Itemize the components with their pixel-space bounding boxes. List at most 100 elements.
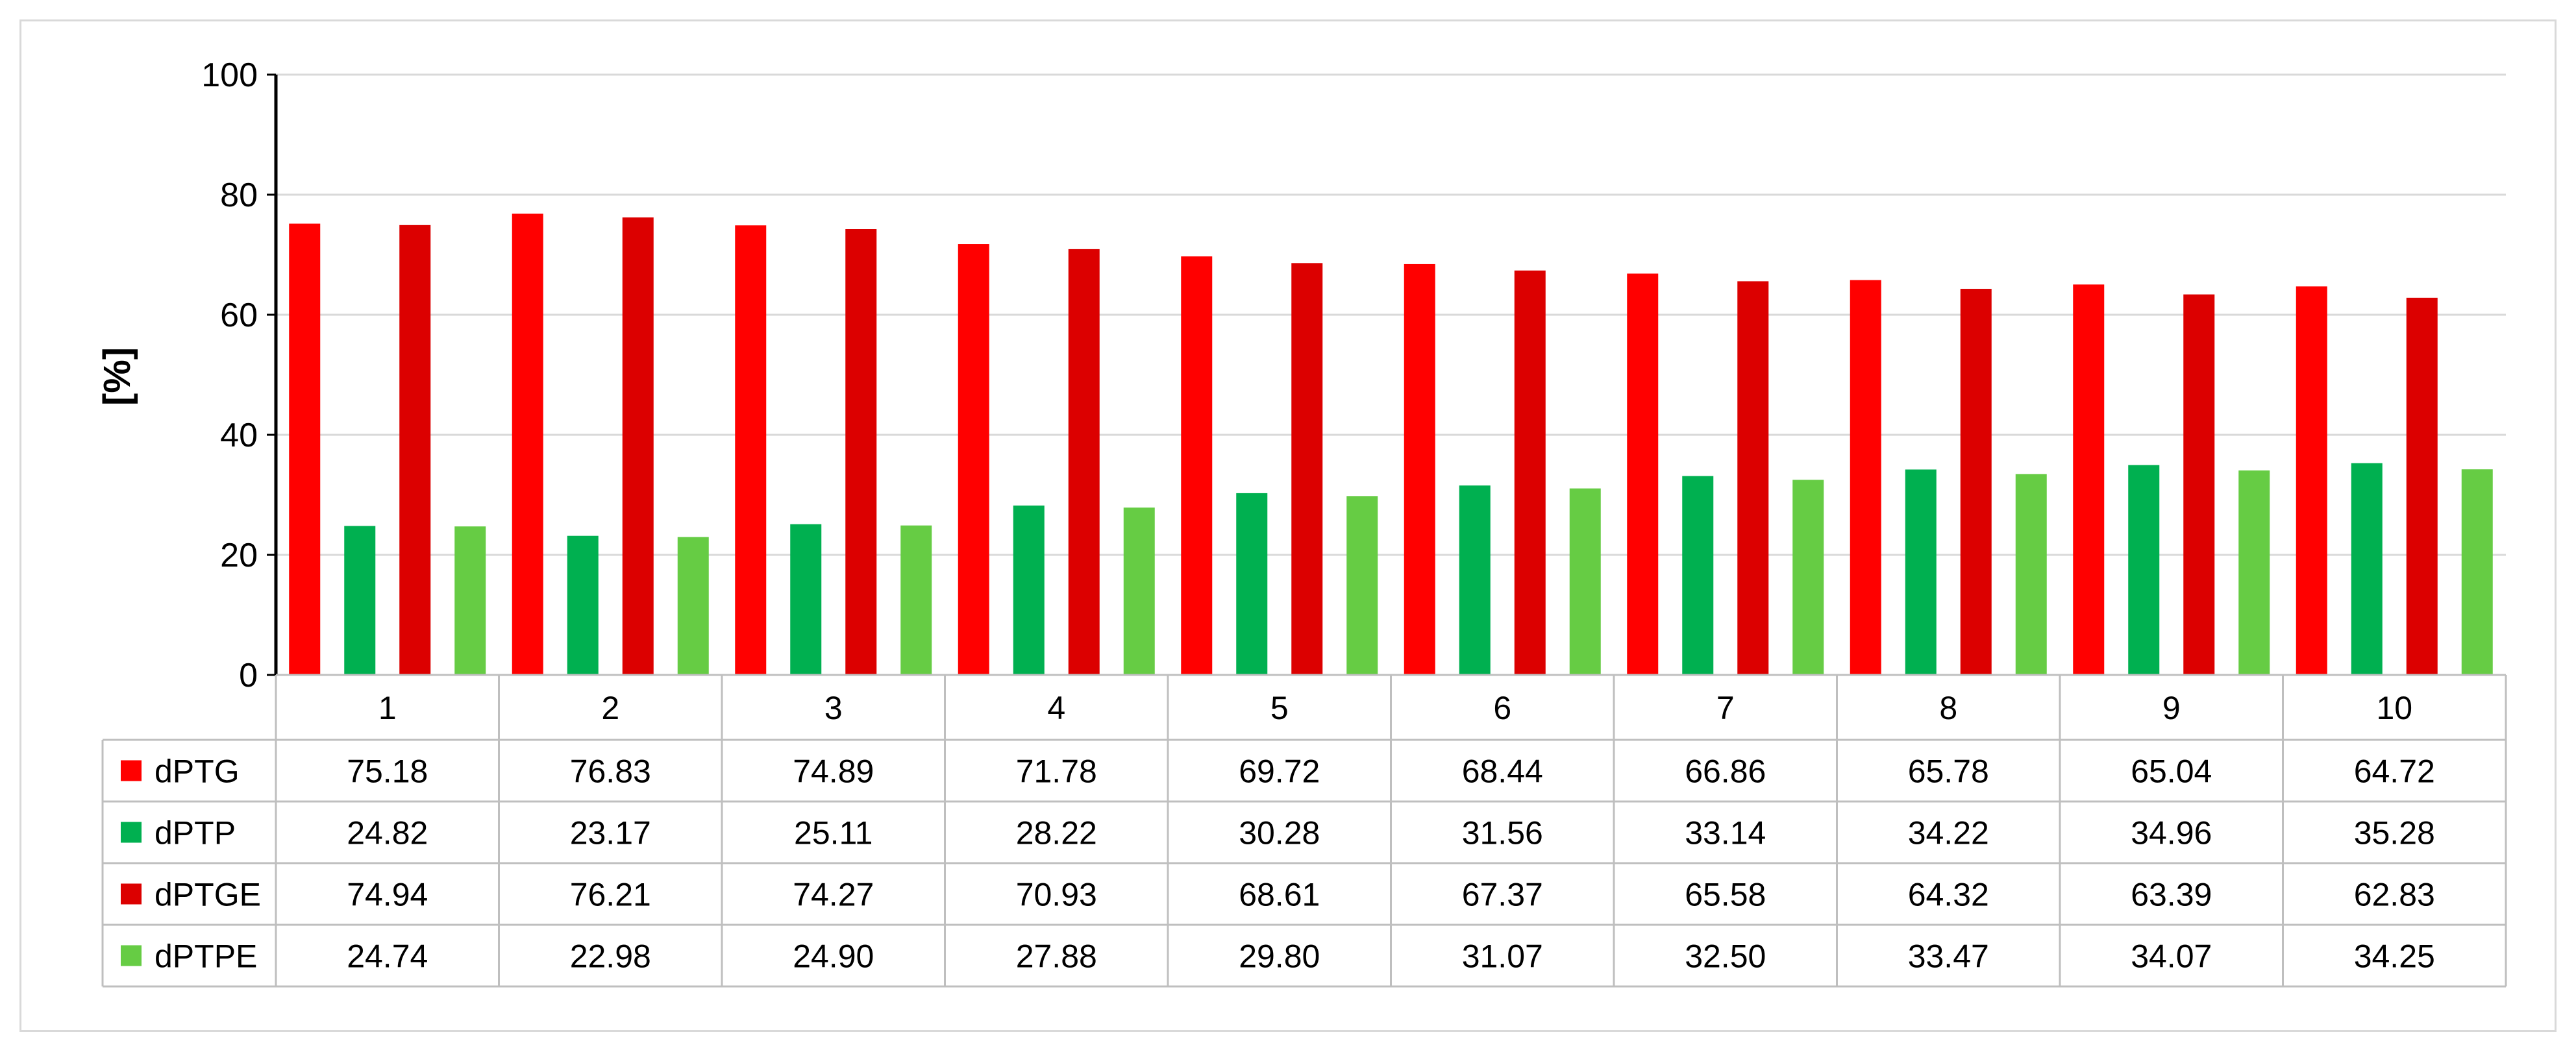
data-label: 65.04 — [2131, 753, 2212, 790]
data-label: 75.18 — [347, 753, 428, 790]
y-tick-label: 60 — [220, 297, 258, 334]
bar-dPTGE-1 — [399, 225, 431, 675]
data-label: 34.22 — [1908, 815, 1989, 851]
bar-dPTPE-9 — [2238, 470, 2270, 675]
bar-dPTGE-6 — [1514, 270, 1546, 675]
data-label: 70.93 — [1016, 877, 1097, 913]
data-label: 24.74 — [347, 938, 428, 975]
data-label: 33.47 — [1908, 938, 1989, 975]
data-label: 74.89 — [793, 753, 874, 790]
legend-label-dPTGE: dPTGE — [155, 877, 261, 913]
legend-label-dPTP: dPTP — [155, 815, 236, 851]
data-label: 71.78 — [1016, 753, 1097, 790]
bar-dPTG-6 — [1404, 263, 1435, 675]
y-tick-label: 40 — [220, 417, 258, 454]
bars — [289, 214, 2493, 676]
x-tick-label: 2 — [601, 690, 619, 726]
legend-swatch-dPTG — [121, 760, 142, 781]
bar-dPTG-3 — [735, 225, 767, 676]
bar-dPTG-4 — [958, 244, 989, 675]
bar-dPTP-8 — [1905, 469, 1937, 675]
data-label: 68.61 — [1239, 877, 1320, 913]
data-label: 24.82 — [347, 815, 428, 851]
data-label: 30.28 — [1239, 815, 1320, 851]
data-label: 65.78 — [1908, 753, 1989, 790]
data-label: 76.83 — [570, 753, 651, 790]
data-label: 25.11 — [794, 815, 873, 851]
y-tick-label: 20 — [220, 537, 258, 574]
legend-swatch-dPTGE — [121, 883, 142, 905]
legend-label-dPTPE: dPTPE — [155, 938, 257, 975]
bar-dPTGE-5 — [1291, 263, 1323, 675]
bar-dPTG-7 — [1627, 273, 1659, 675]
x-tick-label: 3 — [824, 690, 843, 726]
x-tick-label: 6 — [1493, 690, 1511, 726]
data-label: 64.32 — [1908, 877, 1989, 913]
data-label: 29.80 — [1239, 938, 1320, 975]
bar-dPTGE-3 — [845, 229, 877, 675]
bar-dPTGE-2 — [622, 217, 654, 675]
y-tick-label: 80 — [220, 177, 258, 214]
x-tick-label: 7 — [1716, 690, 1735, 726]
legend-swatch-dPTPE — [121, 945, 142, 966]
y-axis-label: [%] — [96, 347, 138, 406]
data-label: 62.83 — [2354, 877, 2435, 913]
data-label: 35.28 — [2354, 815, 2435, 851]
data-label: 32.50 — [1685, 938, 1766, 975]
bar-dPTP-9 — [2128, 465, 2160, 675]
bar-dPTP-2 — [567, 535, 599, 675]
x-tick-label: 10 — [2376, 690, 2412, 726]
bar-dPTPE-5 — [1346, 496, 1378, 675]
bar-dPTP-4 — [1013, 505, 1045, 675]
bar-dPTGE-10 — [2406, 297, 2438, 675]
data-label: 22.98 — [570, 938, 651, 975]
bar-dPTG-5 — [1181, 256, 1213, 676]
data-label: 63.39 — [2131, 877, 2212, 913]
data-label: 76.21 — [570, 877, 651, 913]
data-label: 69.72 — [1239, 753, 1320, 790]
bar-dPTP-10 — [2351, 463, 2383, 675]
data-label: 67.37 — [1462, 877, 1543, 913]
data-label: 31.56 — [1462, 815, 1543, 851]
grid-lines — [276, 73, 2506, 556]
data-label: 33.14 — [1685, 815, 1766, 851]
bar-dPTP-3 — [790, 524, 822, 675]
data-label: 74.94 — [347, 877, 428, 913]
data-label: 24.90 — [793, 938, 874, 975]
bar-dPTPE-3 — [900, 525, 932, 675]
bar-dPTP-5 — [1236, 493, 1268, 675]
bar-dPTG-1 — [289, 223, 321, 676]
bar-dPTPE-2 — [677, 537, 709, 675]
x-tick-label: 9 — [2162, 690, 2181, 726]
bar-dPTPE-10 — [2461, 469, 2493, 675]
data-label: 27.88 — [1016, 938, 1097, 975]
data-label: 64.72 — [2354, 753, 2435, 790]
axes: 0 20 40 60 80 100 — [201, 56, 278, 694]
y-tick-label: 100 — [201, 56, 258, 94]
y-tick-label: 0 — [239, 657, 258, 694]
legend-label-dPTG: dPTG — [155, 753, 240, 790]
x-tick-label: 5 — [1270, 690, 1289, 726]
x-tick-label: 4 — [1047, 690, 1065, 726]
bar-dPTGE-8 — [1960, 289, 1992, 675]
bar-dPTP-6 — [1459, 485, 1491, 675]
data-label: 66.86 — [1685, 753, 1766, 790]
bar-dPTPE-8 — [2015, 474, 2047, 675]
legend-swatch-dPTP — [121, 822, 142, 843]
x-tick-label: 8 — [1939, 690, 1957, 726]
data-label: 34.07 — [2131, 938, 2212, 975]
data-label: 34.96 — [2131, 815, 2212, 851]
data-label: 23.17 — [570, 815, 651, 851]
data-label: 74.27 — [793, 877, 874, 913]
bar-dPTPE-4 — [1123, 508, 1155, 675]
bar-dPTG-10 — [2296, 286, 2327, 676]
x-tick-label: 1 — [378, 690, 397, 726]
bar-dPTGE-4 — [1068, 249, 1100, 676]
data-table: 1 2 3 4 5 6 7 8 9 10 dPTG 75.18 76.83 74.89 71.78 69.72… — [101, 674, 2507, 988]
data-label: 68.44 — [1462, 753, 1543, 790]
bar-dPTP-1 — [344, 526, 376, 675]
bar-dPTG-2 — [512, 214, 543, 675]
bar-dPTG-8 — [1850, 280, 1881, 675]
bar-dPTPE-1 — [454, 526, 486, 675]
